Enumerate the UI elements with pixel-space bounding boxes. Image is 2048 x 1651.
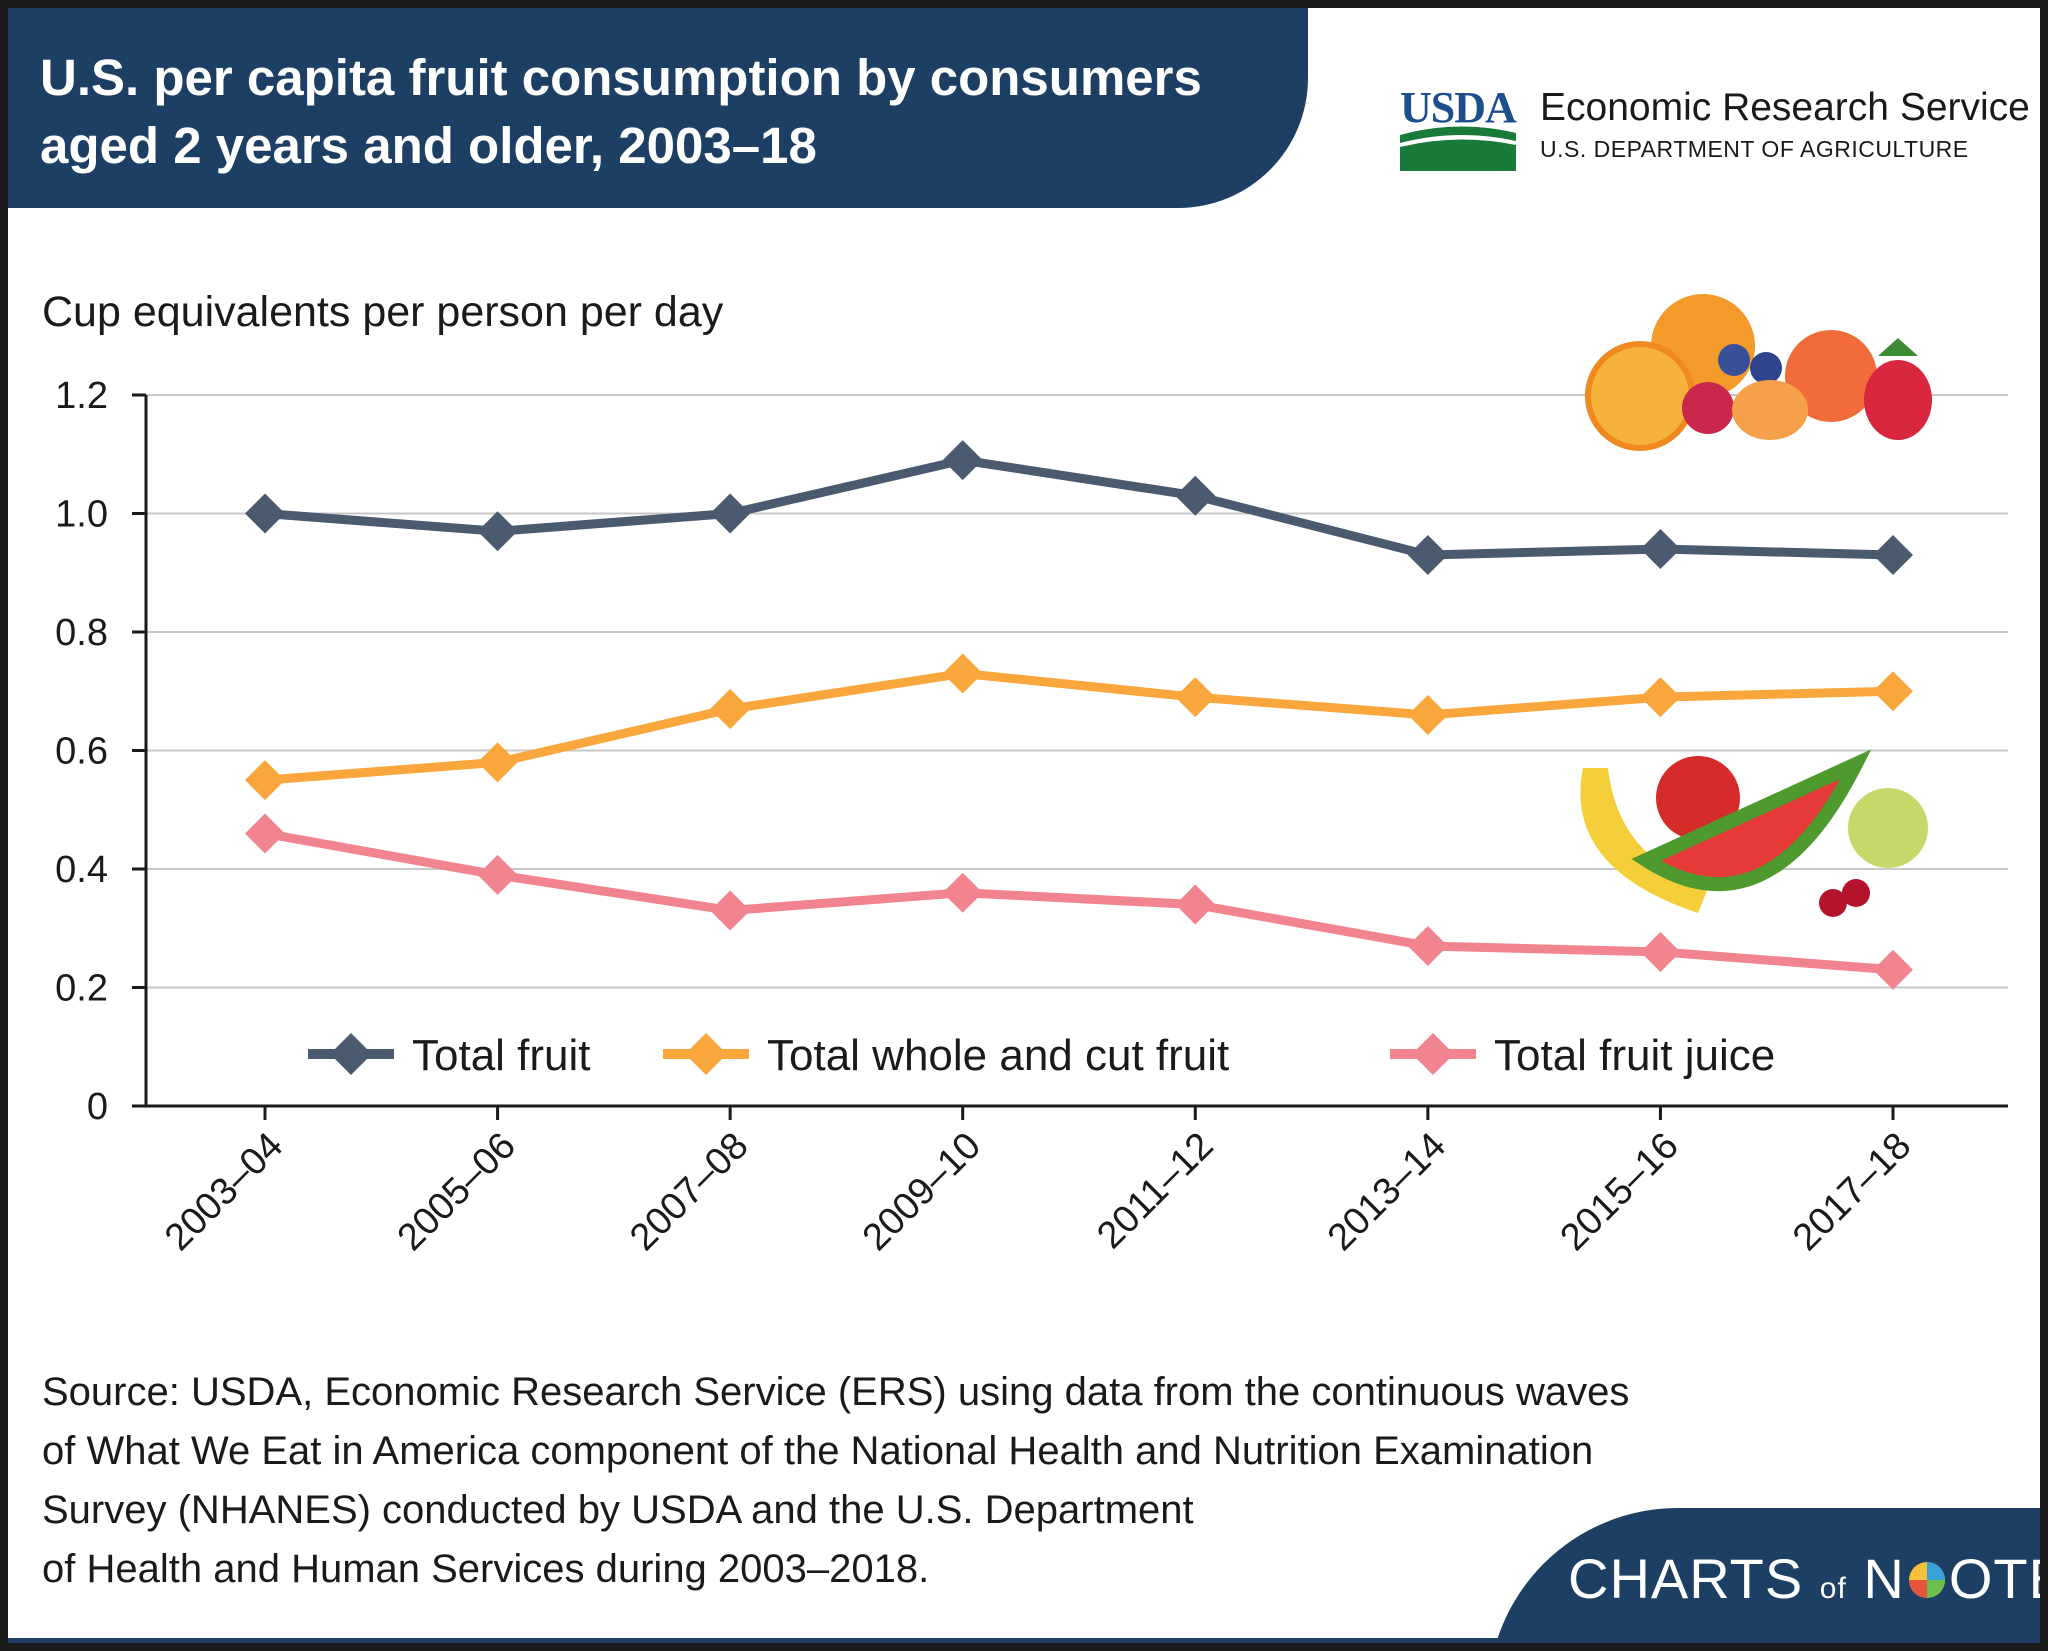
y-tick-label: 0.2 [55,968,108,1010]
data-point-marker [710,689,751,730]
x-tick-label: 2013–14 [1320,1125,1454,1259]
data-point-marker [1640,931,1681,972]
footer-bar [8,1638,2040,1643]
usda-logo-icon [1400,126,1516,171]
brand-of: of [1819,1572,1847,1605]
peach-slice-icon [1732,380,1808,440]
data-point-marker [245,813,285,854]
legend-swatch-marker [1412,1033,1454,1075]
source-line: Source: USDA, Economic Research Service … [42,1370,1630,1414]
legend-label: Total whole and cut fruit [767,1031,1229,1080]
data-point-marker [1175,884,1216,925]
data-point-marker [1407,694,1448,735]
axes [132,395,2008,1108]
legend-label: Total fruit juice [1494,1031,1775,1080]
data-point-marker [710,493,751,534]
y-tick-label: 1.2 [55,375,108,417]
orange-half-icon [1585,341,1695,451]
legend-swatch-marker [330,1033,372,1075]
watermelon-icon [1631,749,1872,891]
legend-swatch-marker [685,1033,727,1075]
brand-n: N [1863,1547,1905,1610]
data-point-marker [245,760,285,801]
data-point-marker [942,653,983,694]
blueberry-icon [1750,352,1782,384]
data-point-marker [1873,949,1913,990]
y-tick-label: 0 [87,1086,108,1128]
pie-chart-icon [1908,1562,1945,1598]
x-tick-label: 2015–16 [1552,1125,1686,1259]
y-tick-label: 0.6 [55,731,108,773]
data-point-marker [477,742,518,783]
data-point-marker [1873,671,1913,712]
data-point-marker [710,890,751,931]
source-line: of What We Eat in America component of t… [42,1429,1594,1473]
source-line: of Health and Human Services during 2003… [42,1547,930,1591]
x-tick-label: 2017–18 [1785,1125,1919,1259]
chart-title: U.S. per capita fruit consumption by con… [40,49,1202,174]
source-line: Survey (NHANES) conducted by USDA and th… [42,1488,1194,1532]
data-point-marker [1407,534,1448,575]
fruit-top-illustration [1585,294,1932,451]
data-point-marker [942,872,983,913]
data-point-marker [245,493,285,534]
y-tick-label: 0.8 [55,612,108,654]
peach-icon [1785,330,1877,422]
source-note: Source: USDA, Economic Research Service … [42,1363,2002,1599]
raspberry-icon [1682,382,1734,434]
data-point-marker [1640,677,1681,718]
x-tick-label: 2011–12 [1089,1125,1221,1257]
agency-name: Economic Research Service [1540,86,2030,129]
y-axis-label: Cup equivalents per person per day [42,288,724,336]
data-point-marker [1640,529,1681,570]
cherry-icon [1842,879,1870,907]
y-tick-label: 1.0 [55,494,108,536]
series-line [264,455,1894,560]
brand-ote: OTE [1948,1547,2040,1610]
grapes-icon [1848,788,1928,868]
header-band: U.S. per capita fruit consumption by con… [8,8,1308,208]
y-tick-labels: 0 0.2 0.4 0.6 0.8 1.0 1.2 [55,375,108,1128]
legend-label: Total fruit [412,1031,591,1080]
legend: Total fruit Total whole and cut fruit Tota… [308,1031,1775,1080]
x-tick-labels: 2003–04 2005–06 2007–08 2009–10 2011–12 2013–… [157,1125,1919,1259]
brand-charts: CHARTS [1568,1547,1804,1610]
x-tick-label: 2005–06 [390,1125,524,1259]
department-name: U.S. DEPARTMENT OF AGRICULTURE [1540,136,1969,162]
data-point-marker [1175,677,1216,718]
charts-of-note-logo: CHARTS of N OTE [1568,1546,2040,1611]
data-point-marker [477,854,518,895]
blueberry-icon [1718,344,1750,376]
series-lines [245,440,1913,990]
x-tick-label: 2007–08 [622,1125,756,1259]
data-point-marker [1873,534,1913,575]
data-point-marker [942,440,983,481]
gridlines [132,393,2008,1120]
x-tick-label: 2009–10 [855,1125,989,1259]
line-chart: 0 0.2 0.4 0.6 0.8 1.0 1.2 2003–04 2005–06 2007–0… [55,294,2008,1259]
fruit-bottom-illustration [1580,749,1928,917]
data-point-marker [1175,475,1216,516]
usda-wordmark: USDA [1400,83,1517,132]
x-tick-label: 2003–04 [157,1125,291,1259]
data-point-marker [477,511,518,552]
data-point-marker [1407,926,1448,967]
y-tick-label: 0.4 [55,849,108,891]
series-line [264,668,1894,785]
strawberry-icon [1864,360,1932,440]
cherry-icon [1819,889,1847,917]
leaf-icon [1878,338,1918,356]
series-line [264,829,1894,975]
